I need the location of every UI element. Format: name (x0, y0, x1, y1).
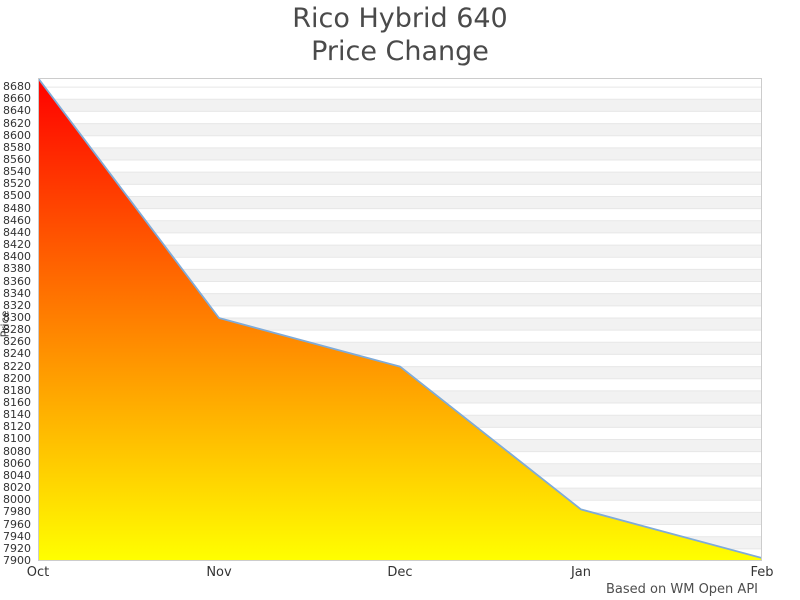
y-tick-label: 8380 (3, 262, 31, 276)
y-tick-label: 8580 (3, 140, 31, 154)
price-area-fill (38, 78, 762, 561)
y-tick-label: 8300 (3, 310, 31, 324)
y-tick-label: 8240 (3, 347, 31, 361)
y-tick-label: 8280 (3, 323, 31, 337)
source-caption: Based on WM Open API (606, 582, 758, 597)
y-tick-label: 7960 (3, 517, 31, 531)
x-tick-label: Nov (206, 565, 232, 580)
y-tick-label: 8100 (3, 432, 31, 446)
plot-area (37, 77, 763, 562)
area-chart-svg (37, 77, 763, 562)
y-tick-label: 8140 (3, 408, 31, 422)
y-tick-label: 8440 (3, 225, 31, 239)
x-tick-label: Jan (570, 565, 592, 580)
y-axis-title: Price (0, 310, 12, 338)
y-tick-label: 8560 (3, 153, 31, 167)
y-tick-label: 8460 (3, 213, 31, 227)
y-tick-label: 8340 (3, 286, 31, 300)
y-tick-label: 8260 (3, 335, 31, 349)
y-tick-label: 8680 (3, 80, 31, 94)
chart-title-line2: Price Change (311, 36, 489, 67)
y-tick-label: 8520 (3, 177, 31, 191)
x-tick-label: Oct (26, 565, 50, 580)
y-tick-label: 8060 (3, 456, 31, 470)
y-tick-label: 8500 (3, 189, 31, 203)
y-tick-label: 7940 (3, 529, 31, 543)
y-tick-label: 8220 (3, 359, 31, 373)
y-tick-label: 8360 (3, 274, 31, 288)
x-tick-label: Feb (750, 565, 774, 580)
y-tick-label: 8200 (3, 371, 31, 385)
y-tick-label: 8320 (3, 298, 31, 312)
plot-border (38, 78, 762, 561)
x-tick-label: Dec (387, 565, 413, 580)
y-tick-label: 8600 (3, 128, 31, 142)
y-tick-label: 8540 (3, 165, 31, 179)
y-tick-label: 7980 (3, 505, 31, 519)
y-tick-label: 8020 (3, 481, 31, 495)
y-tick-label: 8040 (3, 468, 31, 482)
y-tick-label: 8080 (3, 444, 31, 458)
y-tick-label: 8400 (3, 250, 31, 264)
chart-title: Rico Hybrid 640 Price Change (0, 2, 800, 68)
y-tick-label: 7900 (3, 554, 31, 567)
chart-title-line1: Rico Hybrid 640 (292, 3, 508, 34)
y-axis-tick-labels: 8680 8660 8640 8620 8600 8580 8560 8540 8520 8500… (0, 78, 34, 567)
price-line (37, 77, 763, 559)
y-tick-label: 8160 (3, 396, 31, 410)
x-axis-tick-labels: Oct Nov Dec Jan Feb (27, 565, 774, 583)
y-tick-label: 8620 (3, 116, 31, 130)
y-tick-label: 8660 (3, 92, 31, 106)
y-tick-label: 8180 (3, 383, 31, 397)
y-tick-label: 8640 (3, 104, 31, 118)
y-tick-label: 7920 (3, 541, 31, 555)
y-tick-label: 8480 (3, 201, 31, 215)
y-tick-label: 8420 (3, 238, 31, 252)
y-tick-label: 8120 (3, 420, 31, 434)
y-tick-label: 8000 (3, 493, 31, 507)
